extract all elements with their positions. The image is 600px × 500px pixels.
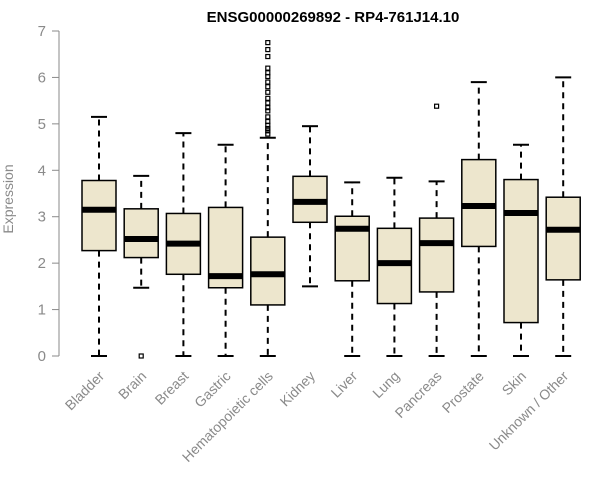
x-tick-label: Pancreas xyxy=(392,368,445,421)
outlier-point xyxy=(265,95,271,101)
box-7 xyxy=(376,176,413,357)
x-tick-label: Bladder xyxy=(62,368,108,414)
y-tick-label: 1 xyxy=(38,302,46,319)
x-tick-label: Kidney xyxy=(277,368,319,410)
outlier-point xyxy=(265,84,271,90)
x-tick-label: Brain xyxy=(115,368,149,402)
box-6 xyxy=(334,181,370,357)
iqr-box xyxy=(123,208,159,259)
box-4 xyxy=(250,40,286,357)
box-8 xyxy=(418,103,455,357)
outlier-point xyxy=(265,46,271,53)
box-10 xyxy=(503,143,539,357)
iqr-box xyxy=(81,179,117,252)
iqr-box xyxy=(418,217,455,293)
x-tick-label: Unknown / Other xyxy=(486,368,572,454)
y-tick-label: 4 xyxy=(38,162,46,179)
y-tick-label: 3 xyxy=(38,209,46,226)
outlier-point xyxy=(265,108,271,114)
outlier-point xyxy=(265,79,271,85)
iqr-box xyxy=(250,236,286,306)
iqr-box xyxy=(545,196,581,281)
box-11 xyxy=(545,76,581,357)
chart-title: ENSG00000269892 - RP4-761J14.10 xyxy=(207,9,460,26)
outlier-point xyxy=(265,65,271,71)
box-3 xyxy=(207,143,244,357)
outlier-point xyxy=(265,105,271,111)
outlier-point xyxy=(265,53,271,60)
outlier-point xyxy=(265,118,271,125)
outlier-point xyxy=(434,103,440,109)
box-9 xyxy=(461,81,497,357)
box-0 xyxy=(81,115,117,357)
y-axis-label: Expression xyxy=(0,164,16,233)
y-tick-label: 6 xyxy=(38,69,46,86)
box-2 xyxy=(165,132,202,357)
y-tick-label: 7 xyxy=(38,23,46,40)
outlier-point xyxy=(265,70,271,76)
x-tick-label: Lung xyxy=(369,368,402,401)
iqr-box xyxy=(461,158,497,248)
outlier-point xyxy=(265,40,271,46)
x-tick-label: Breast xyxy=(152,368,192,408)
outlier-point xyxy=(138,353,144,359)
y-tick-label: 0 xyxy=(38,348,46,365)
y-tick-label: 2 xyxy=(38,255,46,272)
x-tick-label: Liver xyxy=(328,368,361,401)
box-5 xyxy=(292,125,328,288)
x-tick-label: Skin xyxy=(499,368,530,399)
box-1 xyxy=(123,174,159,359)
outlier-point xyxy=(265,89,271,95)
outlier-point xyxy=(265,131,271,137)
boxes-group xyxy=(81,40,581,359)
outlier-point xyxy=(265,114,271,120)
y-tick-label: 5 xyxy=(38,116,46,133)
x-tick-label: Prostate xyxy=(439,368,487,416)
outlier-point xyxy=(265,100,271,106)
y-axis: 0 1 2 3 4 5 6 7 xyxy=(38,23,60,365)
iqr-box xyxy=(503,178,539,324)
outlier-point xyxy=(265,125,271,132)
